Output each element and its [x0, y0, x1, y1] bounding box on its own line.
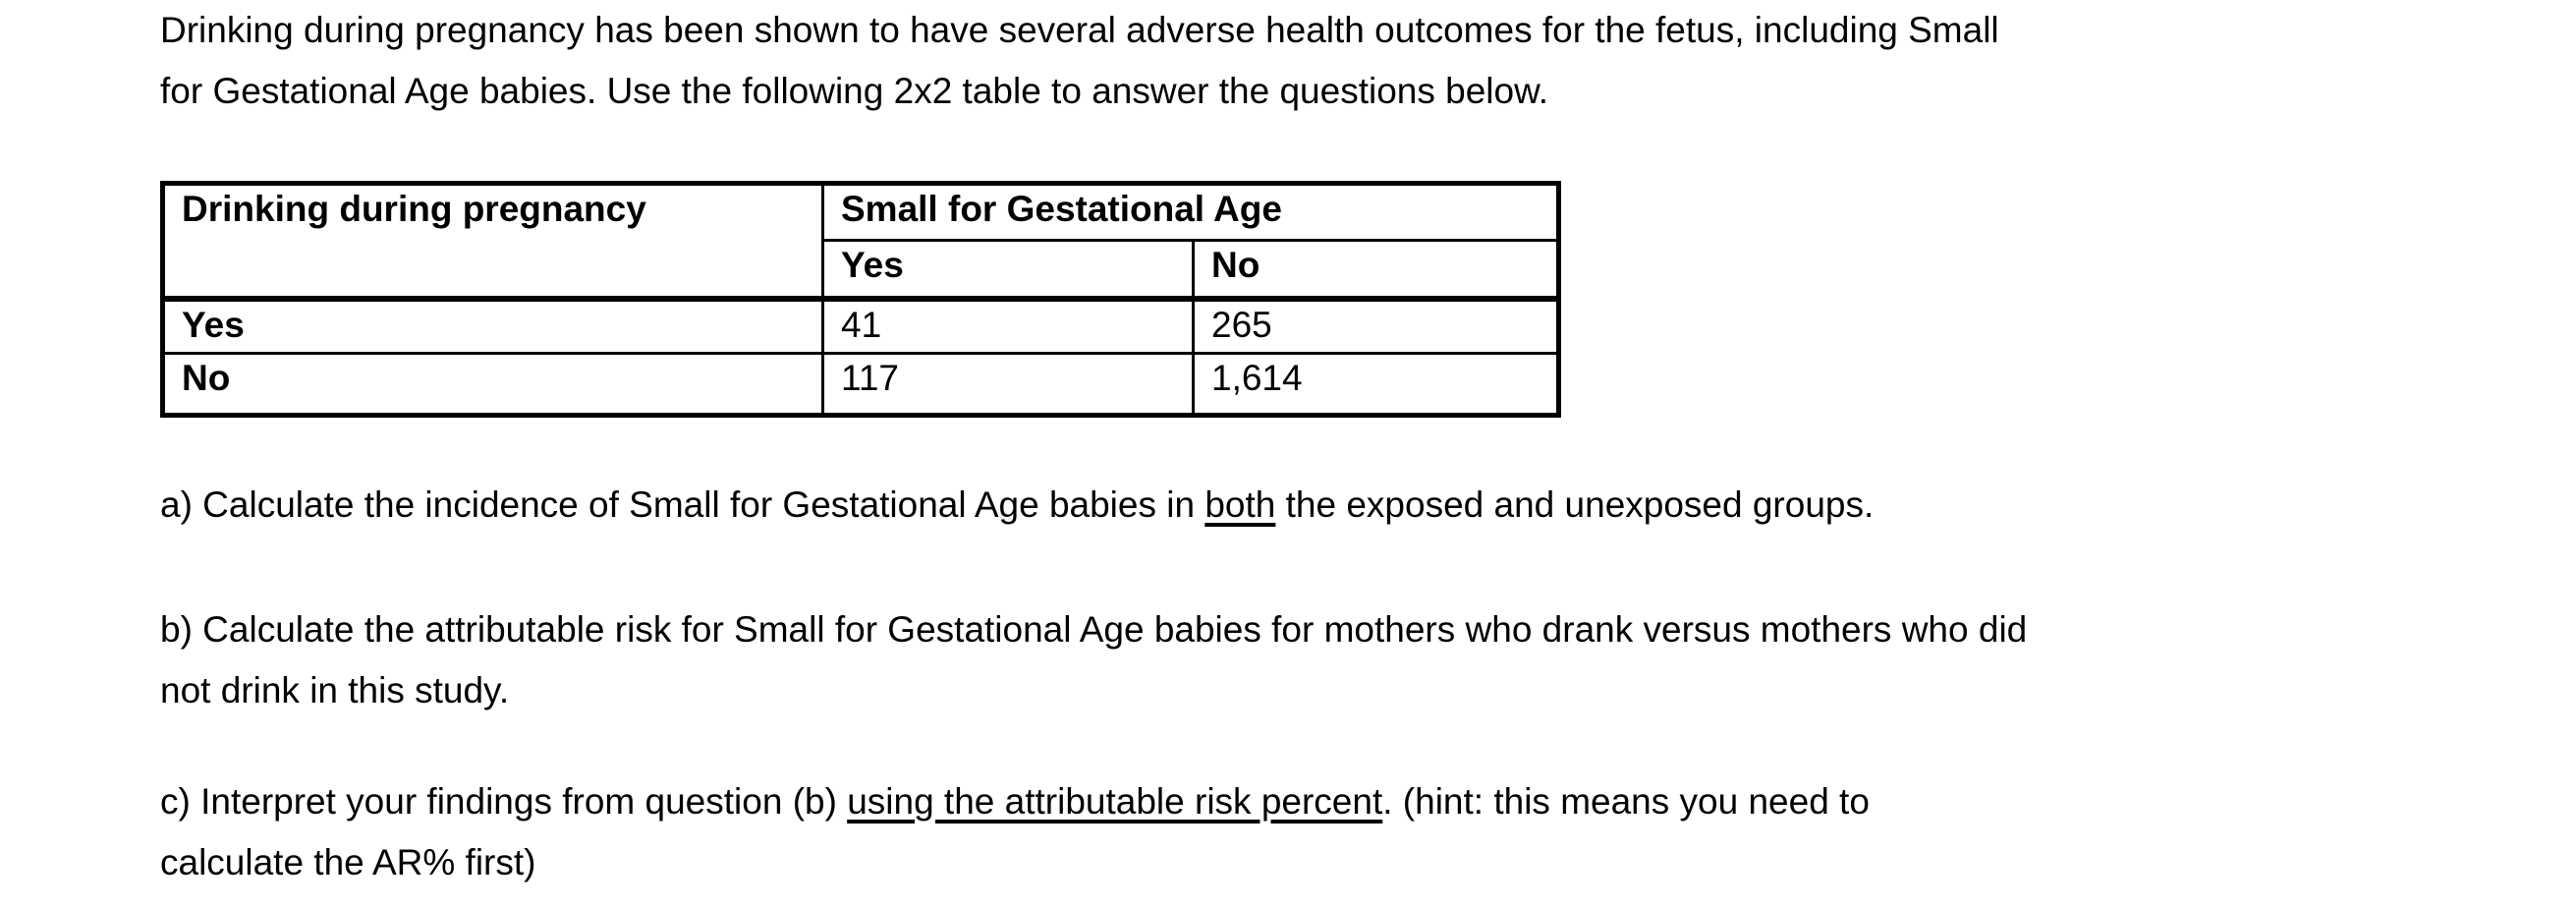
outcome-header-cell: Small for Gestational Age: [821, 182, 1560, 242]
table-row-unexposed: No 117 1,614: [161, 352, 1560, 417]
question-a-text-after: the exposed and unexposed groups.: [1275, 484, 1875, 525]
cell-exposed-sga-yes: 41: [821, 295, 1195, 355]
table-header-row: Drinking during pregnancy Small for Gest…: [161, 182, 1560, 300]
table-subheader-row: Yes No: [163, 239, 1560, 300]
question-a-text-before: a) Calculate the incidence of Small for …: [160, 484, 1205, 525]
row-label-drinking-no: No: [161, 352, 824, 417]
row-label-drinking-yes: Yes: [161, 295, 824, 355]
question-a-underlined-phrase: both: [1204, 484, 1276, 525]
cell-exposed-sga-no: 265: [1192, 295, 1560, 355]
table-row-exposed: Yes 41 265: [161, 295, 1560, 355]
cell-unexposed-sga-yes: 117: [821, 352, 1195, 417]
intro-paragraph: Drinking during pregnancy has been shown…: [160, 10, 1999, 111]
outcome-yes-column-header: Yes: [821, 239, 1195, 300]
question-c-underlined-phrase: using the attributable risk percent: [847, 781, 1383, 822]
cell-unexposed-sga-no: 1,614: [1192, 352, 1560, 417]
question-a: a) Calculate the incidence of Small for …: [160, 475, 2517, 536]
question-c-text-after: . (hint: this means you need to calculat…: [160, 781, 1870, 882]
outcome-no-column-header: No: [1192, 239, 1560, 300]
question-c: c) Interpret your findings from question…: [160, 771, 2517, 893]
two-by-two-table: Drinking during pregnancy Small for Gest…: [160, 181, 1561, 418]
question-c-text-before: c) Interpret your findings from question…: [160, 781, 848, 822]
exposure-header-cell: Drinking during pregnancy: [161, 182, 824, 300]
question-b: b) Calculate the attributable risk for S…: [160, 609, 2028, 710]
